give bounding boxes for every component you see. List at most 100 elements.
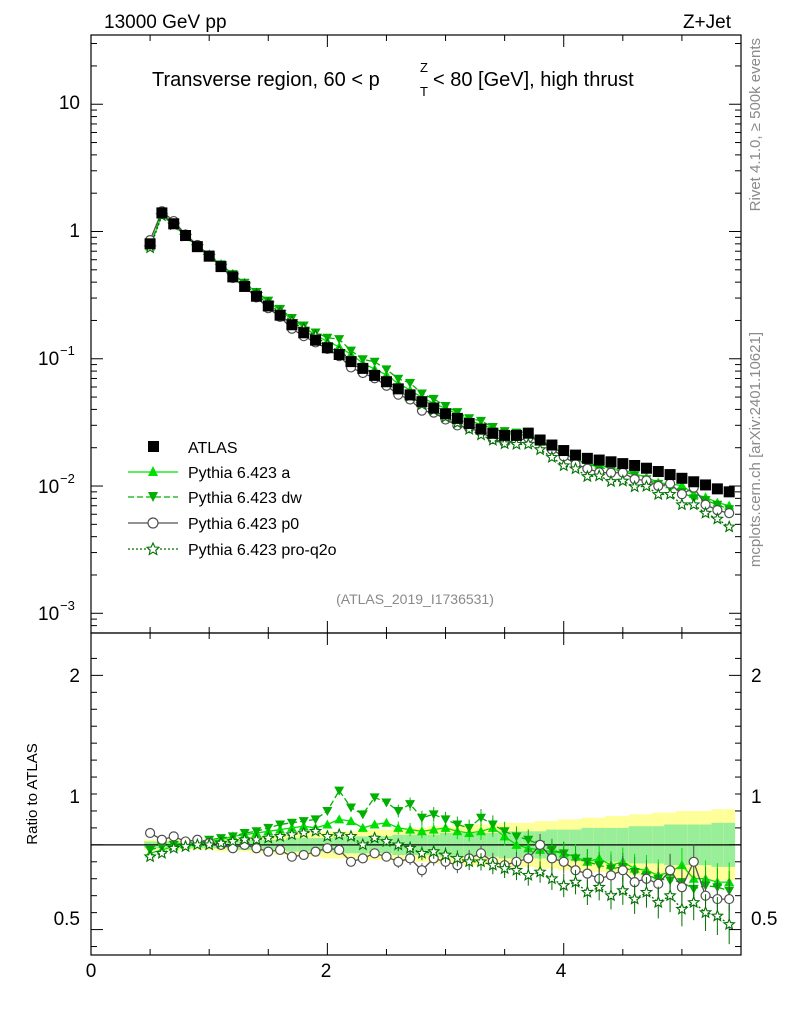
marker-star (604, 888, 618, 902)
atlas-data-point (144, 238, 156, 250)
marker-star (261, 831, 275, 844)
legend-entry-pythia-p0: Pythia 6.423 p0 (128, 516, 299, 533)
marker-triangle-down (346, 346, 356, 356)
marker-triangle-down (405, 379, 416, 389)
marker-star (545, 450, 559, 463)
atlas-data-point (617, 458, 629, 470)
marker-star (178, 839, 193, 853)
svg-text:Pythia 6.423 p0: Pythia 6.423 p0 (188, 516, 299, 533)
marker-star (698, 905, 713, 919)
marker-triangle-up (381, 817, 392, 827)
marker-star (568, 875, 583, 888)
marker-star (344, 829, 358, 842)
marker-triangle-down (346, 803, 356, 813)
marker-triangle-down (452, 820, 463, 830)
ratio-y-tick-label-1: 1 (69, 787, 80, 808)
marker-star (557, 458, 571, 472)
svg-text:ATLAS: ATLAS (188, 440, 238, 457)
marker-star (379, 834, 394, 848)
marker-circle (357, 853, 368, 864)
y-tick-label-1: 1 (69, 221, 80, 242)
svg-text:T: T (420, 84, 428, 99)
atlas-data-point (570, 449, 582, 461)
marker-star (568, 461, 583, 475)
marker-circle (688, 856, 699, 867)
atlas-data-point (640, 462, 652, 474)
marker-triangle-down (393, 374, 404, 384)
atlas-data-point (380, 376, 392, 388)
marker-triangle-down (357, 810, 368, 820)
ratio-panel-frame (90, 632, 742, 956)
marker-circle (664, 865, 676, 876)
y-tick-label-1e-1: 10 −1 (38, 343, 75, 370)
marker-star (710, 908, 725, 922)
marker-star (427, 844, 441, 858)
marker-star (687, 497, 701, 511)
marker-star (297, 826, 311, 839)
atlas-data-point (711, 483, 723, 495)
svg-text:Pythia 6.423 dw: Pythia 6.423 dw (188, 490, 302, 507)
atlas-data-point (652, 466, 664, 478)
atlas-data-point (510, 429, 522, 441)
marker-star (663, 888, 677, 902)
atlas-data-points (144, 207, 735, 498)
marker-star (627, 479, 642, 493)
series-2-ratio (144, 827, 735, 919)
legend-entry-pythia-a: Pythia 6.423 a (128, 465, 290, 482)
marker-circle (676, 489, 688, 500)
marker-circle (168, 831, 179, 842)
marker-star (509, 437, 524, 451)
atlas-data-point (156, 207, 168, 219)
x-tick-label-4: 4 (556, 961, 567, 982)
atlas-data-point (286, 319, 298, 331)
marker-star (639, 479, 654, 493)
marker-star (604, 474, 618, 488)
marker-star (285, 827, 299, 841)
marker-triangle-up (334, 814, 345, 824)
marker-star (533, 865, 547, 878)
marker-star (592, 880, 606, 893)
marker-triangle-up (476, 826, 486, 836)
marker-star (533, 442, 547, 456)
atlas-data-point (262, 300, 274, 312)
marker-star (722, 519, 736, 533)
marker-triangle-down (334, 786, 345, 796)
marker-star (698, 506, 713, 519)
atlas-data-point (357, 362, 369, 374)
marker-star (521, 437, 535, 450)
ratio-y-axis-label: Ratio to ATLAS (24, 743, 41, 844)
marker-circle (274, 844, 286, 856)
marker-star (143, 849, 157, 863)
svg-text:Pythia 6.423 a: Pythia 6.423 a (188, 465, 290, 482)
atlas-data-point (298, 327, 310, 339)
marker-triangle-down (251, 827, 262, 837)
atlas-data-point (321, 342, 333, 354)
atlas-data-point (499, 429, 511, 441)
marker-triangle-down (275, 820, 286, 830)
ratio-y-tick-label-0.5: 0.5 (54, 909, 80, 930)
plot-title: Transverse region, 60 < p Z T < 80 [GeV]… (152, 60, 634, 99)
marker-triangle-down (487, 422, 498, 432)
atlas-data-point (723, 486, 735, 498)
marker-circle (416, 865, 428, 876)
marker-circle (381, 851, 392, 862)
marker-triangle-down (416, 389, 427, 399)
marker-triangle-down (523, 835, 534, 845)
marker-star (616, 883, 630, 897)
svg-text:−3: −3 (60, 598, 75, 613)
legend-entry-atlas: ATLAS (148, 440, 238, 457)
atlas-data-point (463, 417, 475, 429)
marker-star (580, 469, 595, 483)
atlas-data-point (700, 479, 712, 491)
marker-star (367, 831, 382, 844)
svg-text:−1: −1 (60, 343, 75, 358)
marker-star (687, 895, 701, 909)
atlas-data-point (274, 309, 286, 321)
marker-star (438, 848, 453, 861)
ratio-y-tick-label-2: 2 (69, 666, 80, 687)
marker-triangle-up (346, 816, 356, 826)
marker-triangle-down (464, 823, 475, 833)
atlas-data-point (333, 349, 345, 361)
marker-triangle-down (440, 815, 451, 825)
marker-star (616, 473, 630, 487)
